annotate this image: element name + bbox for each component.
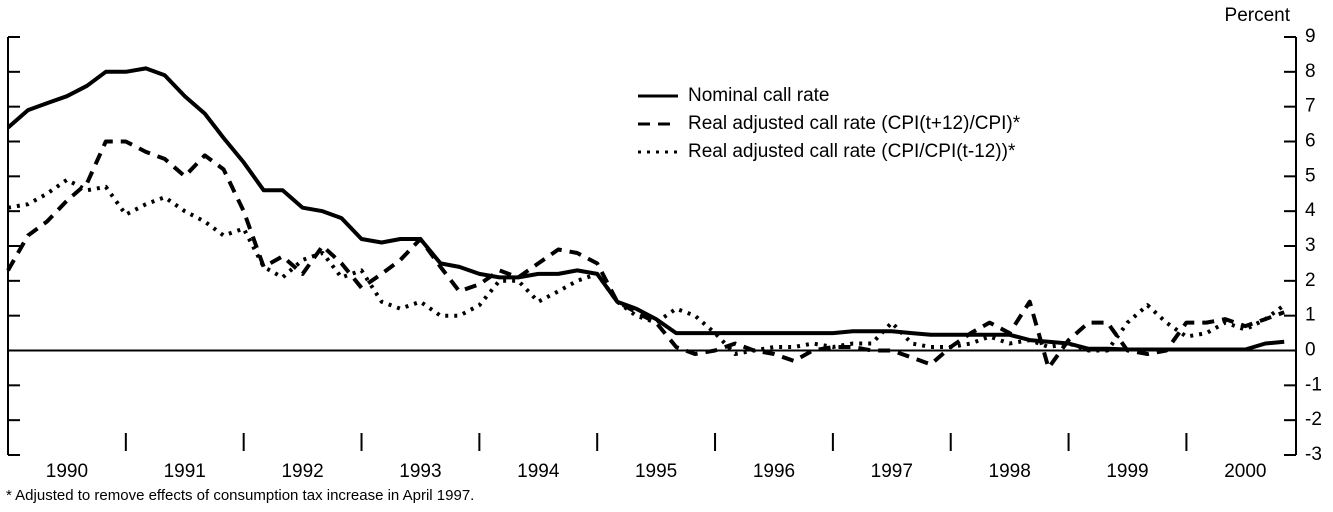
legend-label: Nominal call rate xyxy=(688,85,830,106)
x-tick-label: 1997 xyxy=(871,461,913,482)
y-tick-label: 1 xyxy=(1305,305,1316,326)
y-tick-label: 3 xyxy=(1305,235,1316,256)
x-tick-label: 1996 xyxy=(753,461,795,482)
series-line xyxy=(6,139,1285,370)
y-tick-label: 9 xyxy=(1305,26,1316,47)
footnote: * Adjusted to remove effects of consumpt… xyxy=(6,487,474,504)
x-tick-label: 1999 xyxy=(1106,461,1148,482)
legend-label: Real adjusted call rate (CPI/CPI(t-12))* xyxy=(688,141,1016,162)
x-tick-label: 1994 xyxy=(517,461,560,482)
y-tick-label: -2 xyxy=(1305,409,1322,430)
legend-bg xyxy=(634,84,1114,108)
legend-label: Real adjusted call rate (CPI(t+12)/CPI)* xyxy=(688,113,1021,134)
x-tick-label: 1993 xyxy=(399,461,441,482)
y-tick-label: -1 xyxy=(1305,374,1322,395)
x-tick-label: 1995 xyxy=(635,461,677,482)
y-tick-label: 7 xyxy=(1305,96,1316,117)
y-tick-label: 2 xyxy=(1305,270,1316,291)
y-tick-label: 4 xyxy=(1305,200,1316,221)
y-axis-label: Percent xyxy=(1225,5,1291,26)
series-line xyxy=(7,177,1286,356)
x-tick-label: 1992 xyxy=(281,461,323,482)
y-tick-label: 0 xyxy=(1305,340,1316,361)
x-tick-label: 1990 xyxy=(46,461,88,482)
y-tick-label: 6 xyxy=(1305,131,1316,152)
y-tick-label: -3 xyxy=(1305,444,1322,465)
x-tick-label: 1998 xyxy=(989,461,1031,482)
x-tick-label: 1991 xyxy=(164,461,206,482)
y-tick-label: 8 xyxy=(1305,61,1316,82)
y-tick-label: 5 xyxy=(1305,165,1316,186)
series-line xyxy=(6,66,1285,352)
legend-bg xyxy=(634,140,1114,164)
legend-bg xyxy=(634,112,1114,136)
x-tick-label: 2000 xyxy=(1224,461,1266,482)
